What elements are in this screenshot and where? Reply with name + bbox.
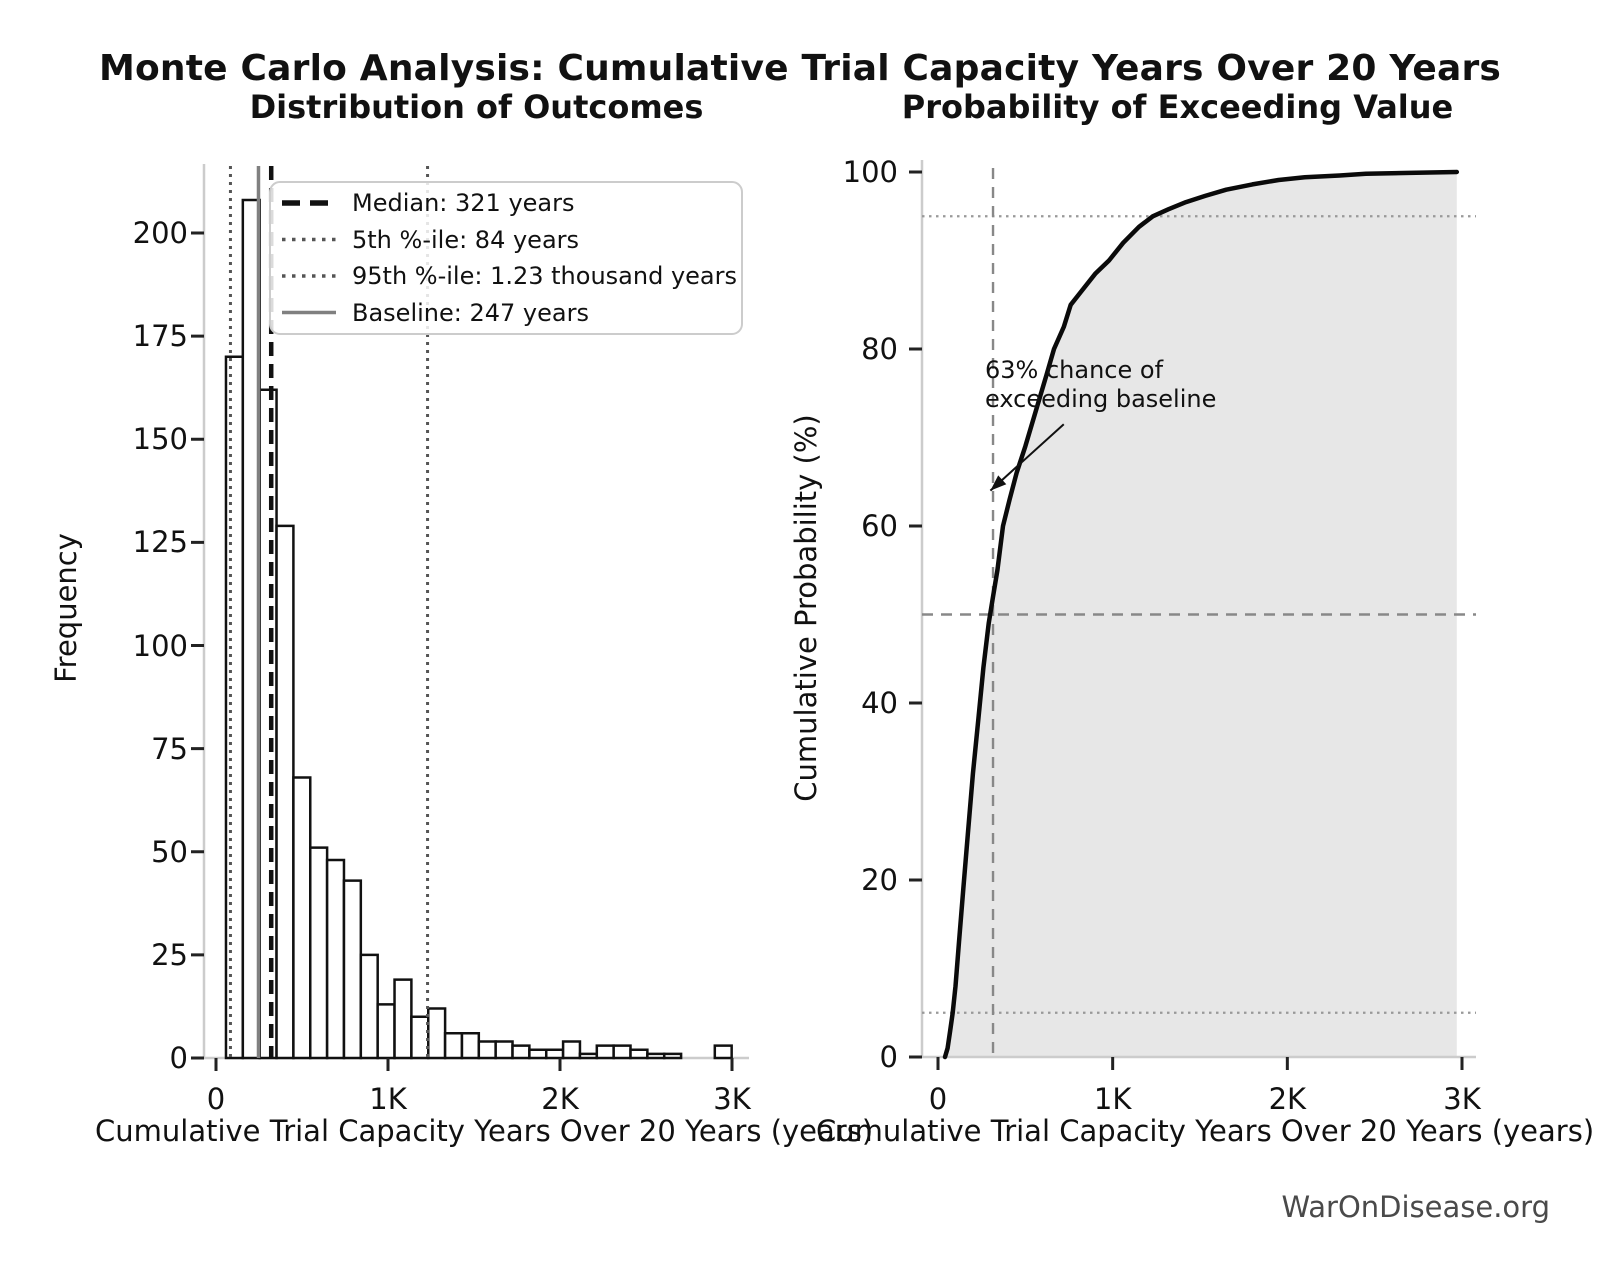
histogram-bar xyxy=(460,1032,481,1060)
histogram-bar xyxy=(595,1044,615,1060)
left-y-tick-label: 25 xyxy=(151,937,188,972)
histogram-bar xyxy=(528,1048,548,1060)
right-y-tick-label: 40 xyxy=(861,686,898,720)
legend-box xyxy=(269,181,743,335)
annotation-arrow-line xyxy=(989,423,1065,492)
outcomes-histogram-plot xyxy=(191,164,749,1071)
histogram-bar xyxy=(612,1044,632,1060)
histogram-bar xyxy=(393,978,413,1060)
right-x-tick-label: 1K xyxy=(1093,1082,1132,1116)
right-x-tick-label: 0 xyxy=(928,1082,948,1116)
left-y-tick-label: 175 xyxy=(132,319,188,354)
watermark: WarOnDisease.org xyxy=(1281,1190,1550,1224)
right-y-tick-label: 100 xyxy=(842,155,898,189)
histogram-bar xyxy=(629,1048,649,1060)
histogram-bar xyxy=(578,1052,599,1060)
histogram-bar xyxy=(544,1048,565,1060)
legend-label: 5th %-ile: 84 years xyxy=(352,225,580,254)
histogram-bar xyxy=(646,1052,666,1060)
exceedance-cdf-plot xyxy=(909,160,1476,1070)
cdf-fill-area xyxy=(945,172,1457,1057)
right-subplot-title: Probability of Exceeding Value xyxy=(901,88,1454,126)
histogram-bar xyxy=(376,1003,396,1060)
histogram-bar xyxy=(713,1044,733,1060)
histogram-bar xyxy=(662,1052,683,1060)
annotation-text: 63% chance of exceeding baseline xyxy=(985,356,1217,413)
histogram-bar xyxy=(275,524,295,1060)
histogram-bar xyxy=(309,846,329,1060)
histogram-bar xyxy=(410,1015,430,1060)
histogram-bar xyxy=(511,1044,531,1060)
histogram-bar xyxy=(494,1040,514,1060)
right-y-tick-label: 0 xyxy=(879,1040,898,1074)
left-x-tick-label: 0 xyxy=(206,1082,226,1116)
left-xaxis-label: Cumulative Trial Capacity Years Over 20 … xyxy=(95,1114,874,1148)
histogram-bar xyxy=(426,1007,447,1060)
histogram-bar xyxy=(292,776,312,1060)
left-y-tick-label: 150 xyxy=(132,422,188,457)
histogram-bar xyxy=(224,355,245,1060)
left-y-tick-label: 0 xyxy=(169,1041,188,1075)
right-yaxis-label: Cumulative Probability (%) xyxy=(789,414,823,802)
left-x-tick-label: 3K xyxy=(713,1082,751,1116)
cdf-curve xyxy=(942,169,1460,1060)
right-y-tick-label: 60 xyxy=(861,509,898,543)
left-x-tick-label: 2K xyxy=(541,1082,579,1116)
right-x-tick-label: 3K xyxy=(1443,1082,1481,1116)
left-yaxis-label: Frequency xyxy=(49,533,83,683)
right-y-tick-label: 80 xyxy=(861,332,898,366)
right-y-tick-label: 20 xyxy=(861,863,898,897)
right-x-tick-label: 2K xyxy=(1268,1082,1307,1116)
annotation-arrow-head xyxy=(990,475,1007,491)
legend-label: Baseline: 247 years xyxy=(352,298,589,327)
left-y-tick-label: 75 xyxy=(151,731,188,766)
histogram-bar xyxy=(359,953,379,1060)
main-title: Monte Carlo Analysis: Cumulative Trial C… xyxy=(98,48,1502,89)
left-x-tick-label: 1K xyxy=(369,1082,407,1116)
left-subplot-title: Distribution of Outcomes xyxy=(249,88,704,126)
left-y-tick-label: 125 xyxy=(132,525,188,560)
histogram-bar xyxy=(477,1040,497,1060)
left-y-tick-label: 50 xyxy=(151,834,188,869)
histogram-bar xyxy=(325,858,346,1060)
histogram-bar xyxy=(443,1032,464,1060)
histogram-bar xyxy=(561,1040,582,1060)
histogram-bar xyxy=(258,388,278,1060)
legend-label: 95th %-ile: 1.23 thousand years xyxy=(352,262,737,290)
left-y-tick-label: 100 xyxy=(132,628,188,663)
histogram-bar xyxy=(342,879,363,1060)
left-y-tick-label: 200 xyxy=(132,216,188,250)
right-xaxis-label: Cumulative Trial Capacity Years Over 20 … xyxy=(816,1114,1595,1148)
legend-label: Median: 321 years xyxy=(352,189,575,217)
